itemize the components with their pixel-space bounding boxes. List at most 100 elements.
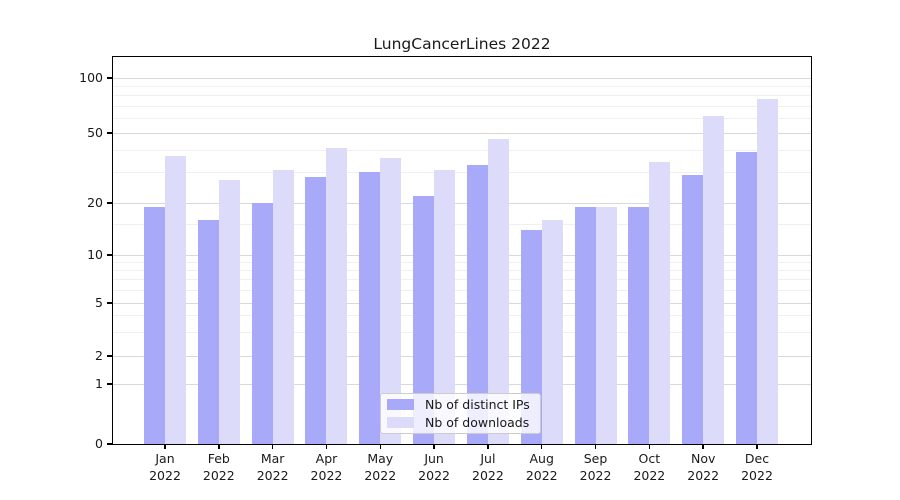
gridline-major xyxy=(113,254,811,256)
legend-item-distinct-ips: Nb of distinct IPs xyxy=(387,397,534,412)
bar-downloads xyxy=(165,156,186,444)
bar-downloads xyxy=(380,158,402,444)
bar-distinct-ips xyxy=(144,206,165,444)
x-tick-month: Dec xyxy=(744,451,770,466)
legend: Nb of distinct IPs Nb of downloads xyxy=(380,393,541,434)
x-tick-label: Nov 2022 xyxy=(675,450,731,484)
bar-downloads xyxy=(649,162,671,444)
y-tick xyxy=(107,383,113,385)
x-tick-month: Mar xyxy=(260,451,285,466)
x-tick-month: May xyxy=(367,451,394,466)
x-tick xyxy=(487,444,489,449)
gridline-minor xyxy=(113,332,811,334)
gridline-major xyxy=(113,302,811,304)
x-tick-label: Apr 2022 xyxy=(298,450,354,484)
x-tick-label: Jul 2022 xyxy=(460,450,516,484)
x-tick-label: Mar 2022 xyxy=(245,450,301,484)
x-tick-year: 2022 xyxy=(149,468,181,483)
legend-swatch-downloads-icon xyxy=(387,417,414,428)
bar-downloads xyxy=(757,98,778,444)
y-tick-label: 20 xyxy=(87,195,103,210)
y-tick-label: 2 xyxy=(95,348,103,363)
gridline-minor xyxy=(113,118,811,120)
y-tick-label: 1 xyxy=(95,376,103,391)
gridline-minor xyxy=(113,261,811,263)
x-tick-label: Dec 2022 xyxy=(729,450,785,484)
gridline-minor xyxy=(113,95,811,97)
x-tick-month: Nov xyxy=(690,451,716,466)
y-tick-label: 10 xyxy=(87,247,103,262)
gridline-minor xyxy=(113,105,811,107)
y-tick-label: 5 xyxy=(95,295,103,310)
legend-label-distinct-ips: Nb of distinct IPs xyxy=(425,397,530,412)
y-tick xyxy=(107,132,113,134)
bar-distinct-ips xyxy=(520,229,542,444)
x-tick-year: 2022 xyxy=(525,468,558,483)
legend-item-downloads: Nb of downloads xyxy=(387,415,534,430)
bar-downloads xyxy=(326,148,348,444)
gridline-major xyxy=(113,383,811,385)
gridline-minor xyxy=(113,149,811,151)
y-tick xyxy=(107,302,113,304)
x-tick-label: Feb 2022 xyxy=(191,450,247,484)
x-tick-year: 2022 xyxy=(579,468,612,483)
bar-downloads xyxy=(595,206,617,444)
x-tick-label: Jan 2022 xyxy=(137,450,193,484)
bar-downloads xyxy=(703,115,725,444)
bar-distinct-ips xyxy=(574,206,596,444)
x-tick-year: 2022 xyxy=(310,468,343,483)
y-tick xyxy=(107,77,113,79)
gridline-major xyxy=(113,202,811,204)
bar-downloads xyxy=(272,169,294,444)
y-tick-label: 0 xyxy=(95,436,103,451)
bar-distinct-ips xyxy=(251,203,273,444)
bar-distinct-ips xyxy=(359,172,381,444)
y-tick xyxy=(107,202,113,204)
bar-downloads xyxy=(218,180,240,444)
gridline-minor xyxy=(113,315,811,317)
bar-distinct-ips xyxy=(305,177,327,444)
x-tick xyxy=(702,444,704,449)
x-tick-label: Sep 2022 xyxy=(568,450,624,484)
x-tick-year: 2022 xyxy=(472,468,504,483)
x-tick xyxy=(756,444,758,449)
x-tick-year: 2022 xyxy=(741,468,773,483)
x-tick-year: 2022 xyxy=(364,468,397,483)
bar-distinct-ips xyxy=(736,151,757,444)
y-tick-label: 50 xyxy=(87,125,103,140)
x-tick xyxy=(218,444,220,449)
bar-distinct-ips xyxy=(682,174,704,444)
x-tick xyxy=(648,444,651,449)
x-tick-month: Jun xyxy=(424,451,444,466)
x-tick-month: Apr xyxy=(315,451,338,466)
bar-downloads xyxy=(541,219,563,444)
bar-downloads xyxy=(487,139,509,444)
gridline-major xyxy=(113,132,811,134)
x-tick xyxy=(325,444,328,449)
x-tick xyxy=(164,444,166,449)
gridline-minor xyxy=(113,269,811,271)
x-tick-month: Feb xyxy=(207,451,230,466)
legend-label-downloads: Nb of downloads xyxy=(425,415,530,430)
gridline-minor xyxy=(113,85,811,87)
x-tick xyxy=(594,444,597,449)
x-tick-month: Jan xyxy=(155,451,175,466)
gridline-minor xyxy=(113,289,811,291)
x-tick-label: Oct 2022 xyxy=(621,450,677,484)
x-tick xyxy=(541,444,543,449)
x-tick-label: Aug 2022 xyxy=(514,450,570,484)
x-tick-year: 2022 xyxy=(418,468,450,483)
x-tick-year: 2022 xyxy=(687,468,720,483)
x-tick-year: 2022 xyxy=(202,468,235,483)
bar-distinct-ips xyxy=(197,219,219,444)
x-tick-month: Aug xyxy=(529,451,554,466)
bar-distinct-ips xyxy=(628,206,650,444)
bar-distinct-ips xyxy=(413,195,435,444)
x-tick-month: Sep xyxy=(583,451,608,466)
x-tick-label: May 2022 xyxy=(352,450,408,484)
x-tick xyxy=(433,444,435,449)
x-tick xyxy=(379,444,381,449)
x-tick-year: 2022 xyxy=(256,468,289,483)
y-tick xyxy=(107,443,113,445)
